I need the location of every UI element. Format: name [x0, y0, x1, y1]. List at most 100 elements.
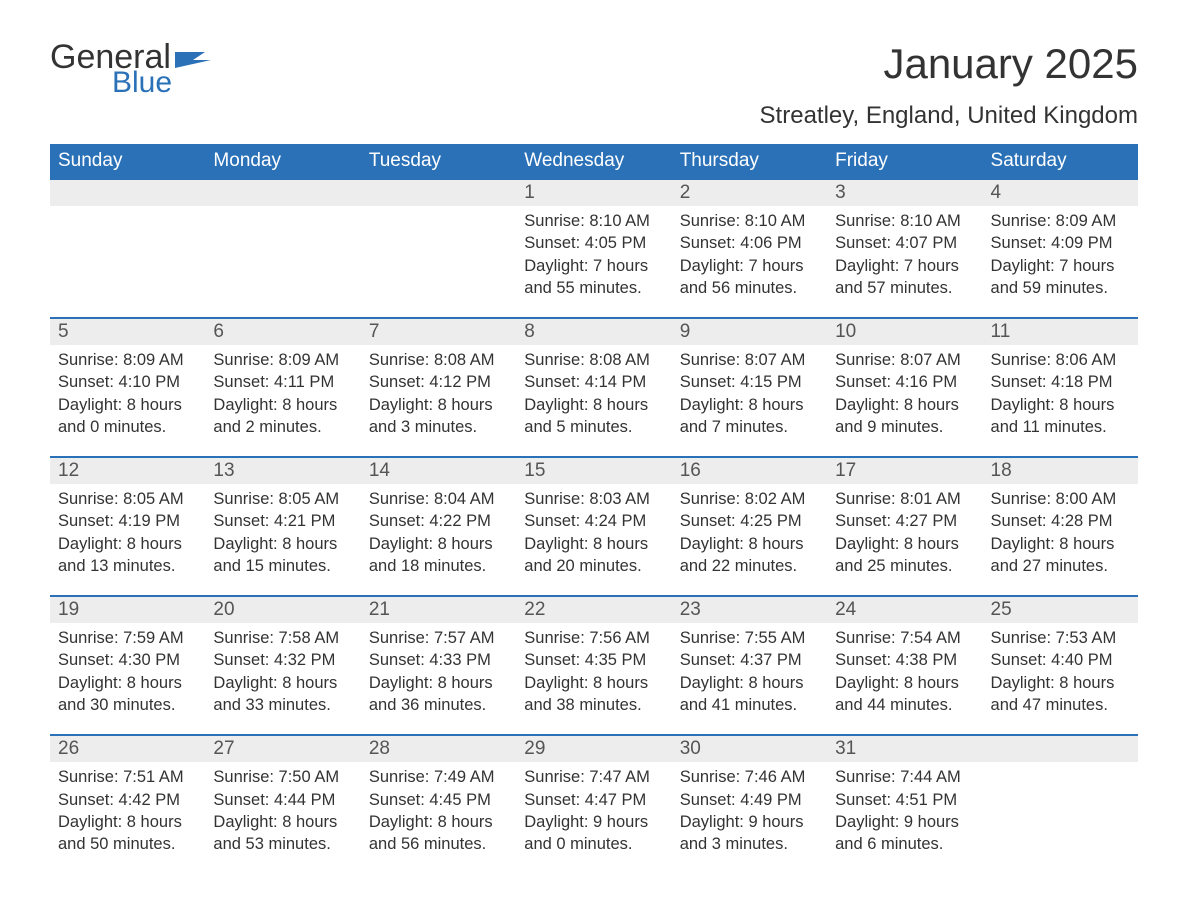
calendar-day-cell: 11Sunrise: 8:06 AMSunset: 4:18 PMDayligh…	[983, 318, 1138, 457]
day-d1: Daylight: 7 hours	[835, 255, 974, 277]
day-details: Sunrise: 7:54 AMSunset: 4:38 PMDaylight:…	[827, 623, 982, 734]
day-sunrise: Sunrise: 8:04 AM	[369, 488, 508, 510]
day-sunset: Sunset: 4:19 PM	[58, 510, 197, 532]
day-header: Saturday	[983, 144, 1138, 179]
day-sunset: Sunset: 4:07 PM	[835, 232, 974, 254]
day-header: Sunday	[50, 144, 205, 179]
calendar-day-cell: 1Sunrise: 8:10 AMSunset: 4:05 PMDaylight…	[516, 179, 671, 318]
day-d1: Daylight: 8 hours	[680, 533, 819, 555]
day-d1: Daylight: 8 hours	[835, 533, 974, 555]
day-details	[205, 206, 360, 228]
day-d1: Daylight: 9 hours	[524, 811, 663, 833]
day-d1: Daylight: 8 hours	[524, 394, 663, 416]
day-d1: Daylight: 8 hours	[58, 533, 197, 555]
day-d1: Daylight: 8 hours	[369, 811, 508, 833]
day-d1: Daylight: 8 hours	[991, 394, 1130, 416]
calendar-day-cell: 22Sunrise: 7:56 AMSunset: 4:35 PMDayligh…	[516, 596, 671, 735]
day-sunset: Sunset: 4:51 PM	[835, 789, 974, 811]
day-sunrise: Sunrise: 8:02 AM	[680, 488, 819, 510]
day-number: 5	[50, 319, 205, 345]
day-sunset: Sunset: 4:47 PM	[524, 789, 663, 811]
calendar-week-row: 19Sunrise: 7:59 AMSunset: 4:30 PMDayligh…	[50, 596, 1138, 735]
day-sunset: Sunset: 4:24 PM	[524, 510, 663, 532]
day-details: Sunrise: 7:46 AMSunset: 4:49 PMDaylight:…	[672, 762, 827, 873]
calendar-week-row: 5Sunrise: 8:09 AMSunset: 4:10 PMDaylight…	[50, 318, 1138, 457]
day-details: Sunrise: 7:50 AMSunset: 4:44 PMDaylight:…	[205, 762, 360, 873]
day-details: Sunrise: 8:06 AMSunset: 4:18 PMDaylight:…	[983, 345, 1138, 456]
day-number: 7	[361, 319, 516, 345]
day-d2: and 50 minutes.	[58, 833, 197, 855]
day-details: Sunrise: 8:03 AMSunset: 4:24 PMDaylight:…	[516, 484, 671, 595]
day-d2: and 7 minutes.	[680, 416, 819, 438]
calendar-day-cell: 24Sunrise: 7:54 AMSunset: 4:38 PMDayligh…	[827, 596, 982, 735]
day-d1: Daylight: 8 hours	[213, 672, 352, 694]
day-sunrise: Sunrise: 7:50 AM	[213, 766, 352, 788]
day-d2: and 36 minutes.	[369, 694, 508, 716]
day-number: 4	[983, 180, 1138, 206]
day-d2: and 56 minutes.	[680, 277, 819, 299]
day-d1: Daylight: 8 hours	[369, 533, 508, 555]
day-d2: and 15 minutes.	[213, 555, 352, 577]
calendar-day-cell: 14Sunrise: 8:04 AMSunset: 4:22 PMDayligh…	[361, 457, 516, 596]
day-number: 20	[205, 597, 360, 623]
calendar-day-cell: 30Sunrise: 7:46 AMSunset: 4:49 PMDayligh…	[672, 735, 827, 873]
calendar-week-row: 26Sunrise: 7:51 AMSunset: 4:42 PMDayligh…	[50, 735, 1138, 873]
calendar-day-cell: 10Sunrise: 8:07 AMSunset: 4:16 PMDayligh…	[827, 318, 982, 457]
logo-text-blue: Blue	[112, 68, 211, 98]
calendar-week-row: 12Sunrise: 8:05 AMSunset: 4:19 PMDayligh…	[50, 457, 1138, 596]
day-header: Monday	[205, 144, 360, 179]
day-details: Sunrise: 8:05 AMSunset: 4:21 PMDaylight:…	[205, 484, 360, 595]
day-details: Sunrise: 7:44 AMSunset: 4:51 PMDaylight:…	[827, 762, 982, 873]
day-sunrise: Sunrise: 8:10 AM	[835, 210, 974, 232]
day-d2: and 0 minutes.	[524, 833, 663, 855]
day-sunrise: Sunrise: 8:01 AM	[835, 488, 974, 510]
day-d1: Daylight: 7 hours	[991, 255, 1130, 277]
day-sunrise: Sunrise: 7:46 AM	[680, 766, 819, 788]
day-sunrise: Sunrise: 7:59 AM	[58, 627, 197, 649]
day-d2: and 2 minutes.	[213, 416, 352, 438]
calendar-day-cell: 19Sunrise: 7:59 AMSunset: 4:30 PMDayligh…	[50, 596, 205, 735]
day-details: Sunrise: 7:56 AMSunset: 4:35 PMDaylight:…	[516, 623, 671, 734]
day-d2: and 59 minutes.	[991, 277, 1130, 299]
day-d2: and 5 minutes.	[524, 416, 663, 438]
day-details: Sunrise: 7:59 AMSunset: 4:30 PMDaylight:…	[50, 623, 205, 734]
day-d2: and 55 minutes.	[524, 277, 663, 299]
calendar-week-row: 1Sunrise: 8:10 AMSunset: 4:05 PMDaylight…	[50, 179, 1138, 318]
day-details: Sunrise: 7:57 AMSunset: 4:33 PMDaylight:…	[361, 623, 516, 734]
day-sunrise: Sunrise: 7:54 AM	[835, 627, 974, 649]
day-number: 6	[205, 319, 360, 345]
calendar-day-cell: 29Sunrise: 7:47 AMSunset: 4:47 PMDayligh…	[516, 735, 671, 873]
calendar-empty-cell	[50, 179, 205, 318]
day-number: 18	[983, 458, 1138, 484]
day-d2: and 56 minutes.	[369, 833, 508, 855]
day-sunset: Sunset: 4:30 PM	[58, 649, 197, 671]
day-number: 10	[827, 319, 982, 345]
day-d1: Daylight: 8 hours	[991, 533, 1130, 555]
day-number: 27	[205, 736, 360, 762]
day-number: 8	[516, 319, 671, 345]
calendar-empty-cell	[205, 179, 360, 318]
day-sunset: Sunset: 4:10 PM	[58, 371, 197, 393]
day-sunrise: Sunrise: 7:44 AM	[835, 766, 974, 788]
day-sunset: Sunset: 4:37 PM	[680, 649, 819, 671]
day-d1: Daylight: 8 hours	[835, 394, 974, 416]
day-number	[983, 736, 1138, 762]
page-title: January 2025	[760, 40, 1138, 88]
day-sunrise: Sunrise: 8:06 AM	[991, 349, 1130, 371]
day-sunset: Sunset: 4:32 PM	[213, 649, 352, 671]
day-number: 23	[672, 597, 827, 623]
day-number	[205, 180, 360, 206]
calendar-day-cell: 31Sunrise: 7:44 AMSunset: 4:51 PMDayligh…	[827, 735, 982, 873]
day-number: 22	[516, 597, 671, 623]
day-d2: and 47 minutes.	[991, 694, 1130, 716]
day-sunset: Sunset: 4:27 PM	[835, 510, 974, 532]
day-d1: Daylight: 8 hours	[524, 672, 663, 694]
day-number: 31	[827, 736, 982, 762]
day-d1: Daylight: 8 hours	[991, 672, 1130, 694]
day-sunset: Sunset: 4:42 PM	[58, 789, 197, 811]
day-d1: Daylight: 8 hours	[58, 811, 197, 833]
calendar-day-cell: 7Sunrise: 8:08 AMSunset: 4:12 PMDaylight…	[361, 318, 516, 457]
day-d2: and 44 minutes.	[835, 694, 974, 716]
day-sunrise: Sunrise: 8:08 AM	[524, 349, 663, 371]
day-sunrise: Sunrise: 8:10 AM	[680, 210, 819, 232]
